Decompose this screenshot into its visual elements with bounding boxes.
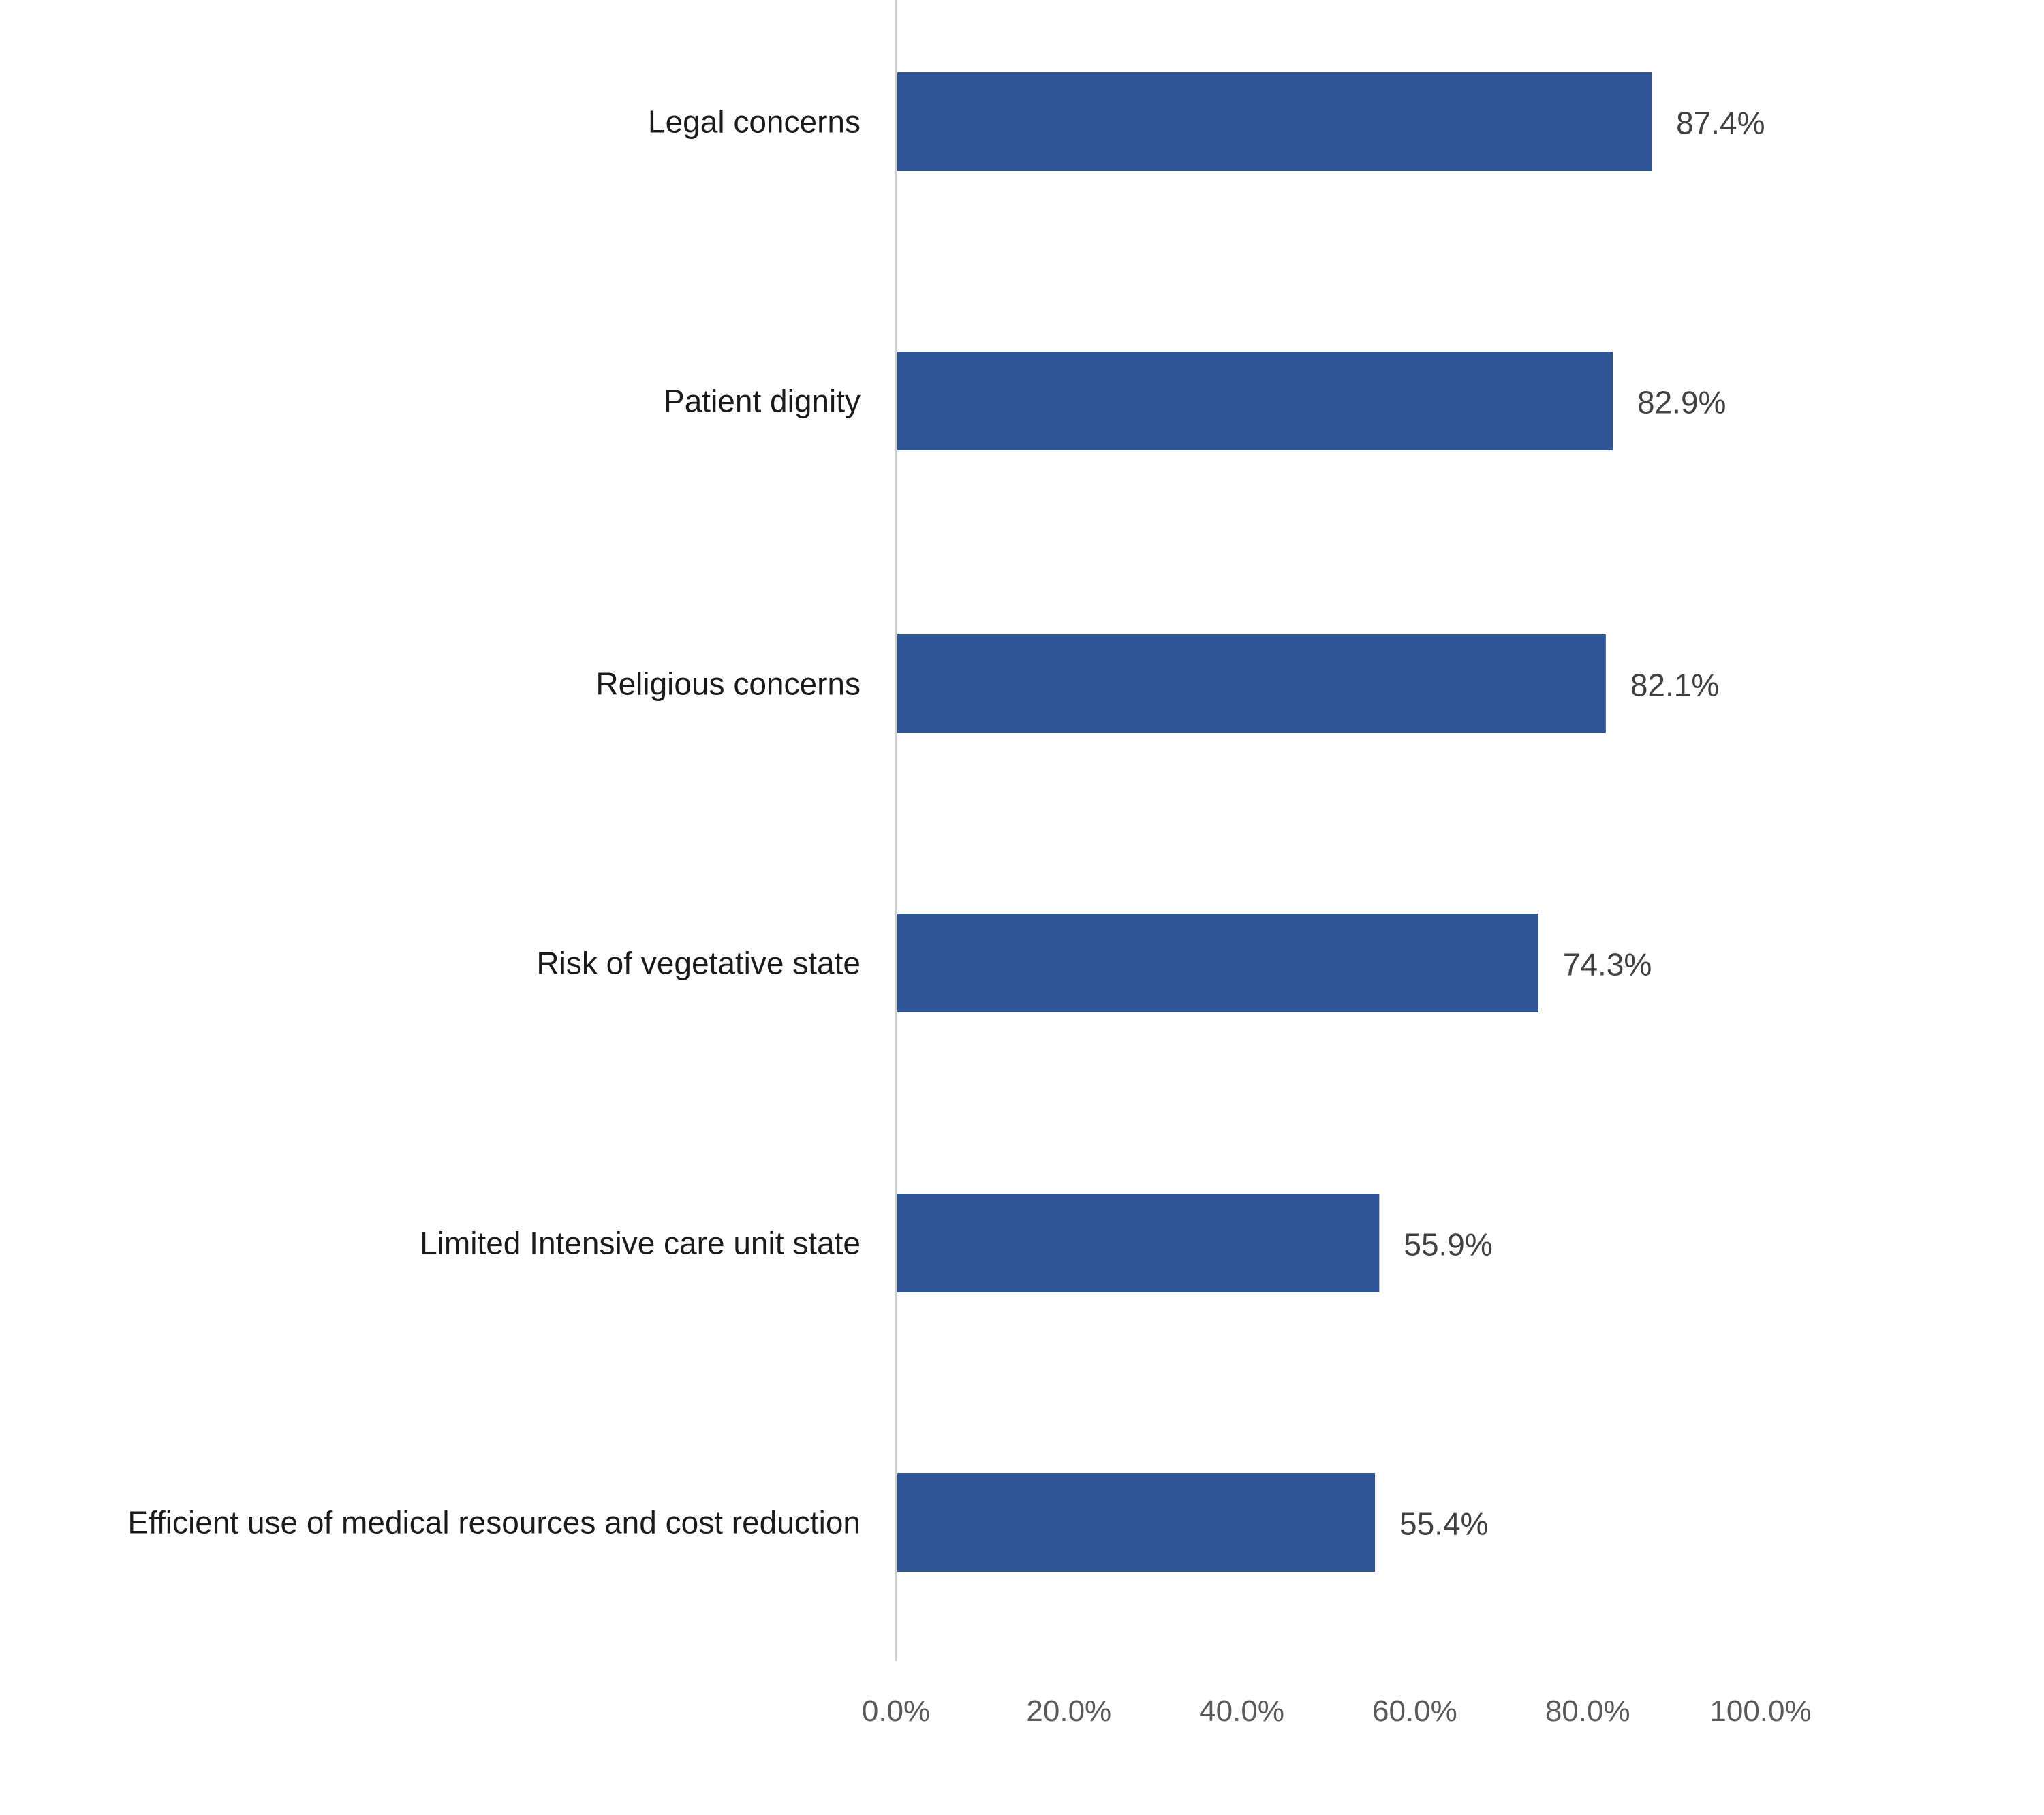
category-label: Legal concerns — [648, 104, 861, 140]
category-label: Limited Intensive care unit state — [420, 1226, 861, 1261]
x-tick-label: 100.0% — [1709, 1694, 1811, 1728]
bar — [896, 634, 1606, 733]
data-label: 82.1% — [1630, 668, 1719, 703]
bar — [896, 1194, 1380, 1292]
data-label: 55.4% — [1399, 1506, 1488, 1542]
x-tick-label: 20.0% — [1026, 1694, 1111, 1728]
data-label: 74.3% — [1563, 947, 1652, 982]
bar — [896, 352, 1613, 450]
x-tick-label: 60.0% — [1372, 1694, 1457, 1728]
x-tick-label: 40.0% — [1199, 1694, 1284, 1728]
category-label: Efficient use of medical resources and c… — [127, 1505, 861, 1540]
data-label: 82.9% — [1637, 385, 1726, 420]
category-label: Religious concerns — [595, 666, 861, 702]
x-tick-label: 80.0% — [1545, 1694, 1630, 1728]
category-label: Patient dignity — [664, 384, 861, 419]
bar — [896, 914, 1538, 1012]
x-tick-label: 0.0% — [862, 1694, 930, 1728]
bar — [896, 1473, 1376, 1572]
category-label: Risk of vegetative state — [536, 946, 861, 981]
bar — [896, 72, 1652, 171]
data-label: 55.9% — [1404, 1227, 1492, 1262]
data-label: 87.4% — [1676, 106, 1765, 141]
